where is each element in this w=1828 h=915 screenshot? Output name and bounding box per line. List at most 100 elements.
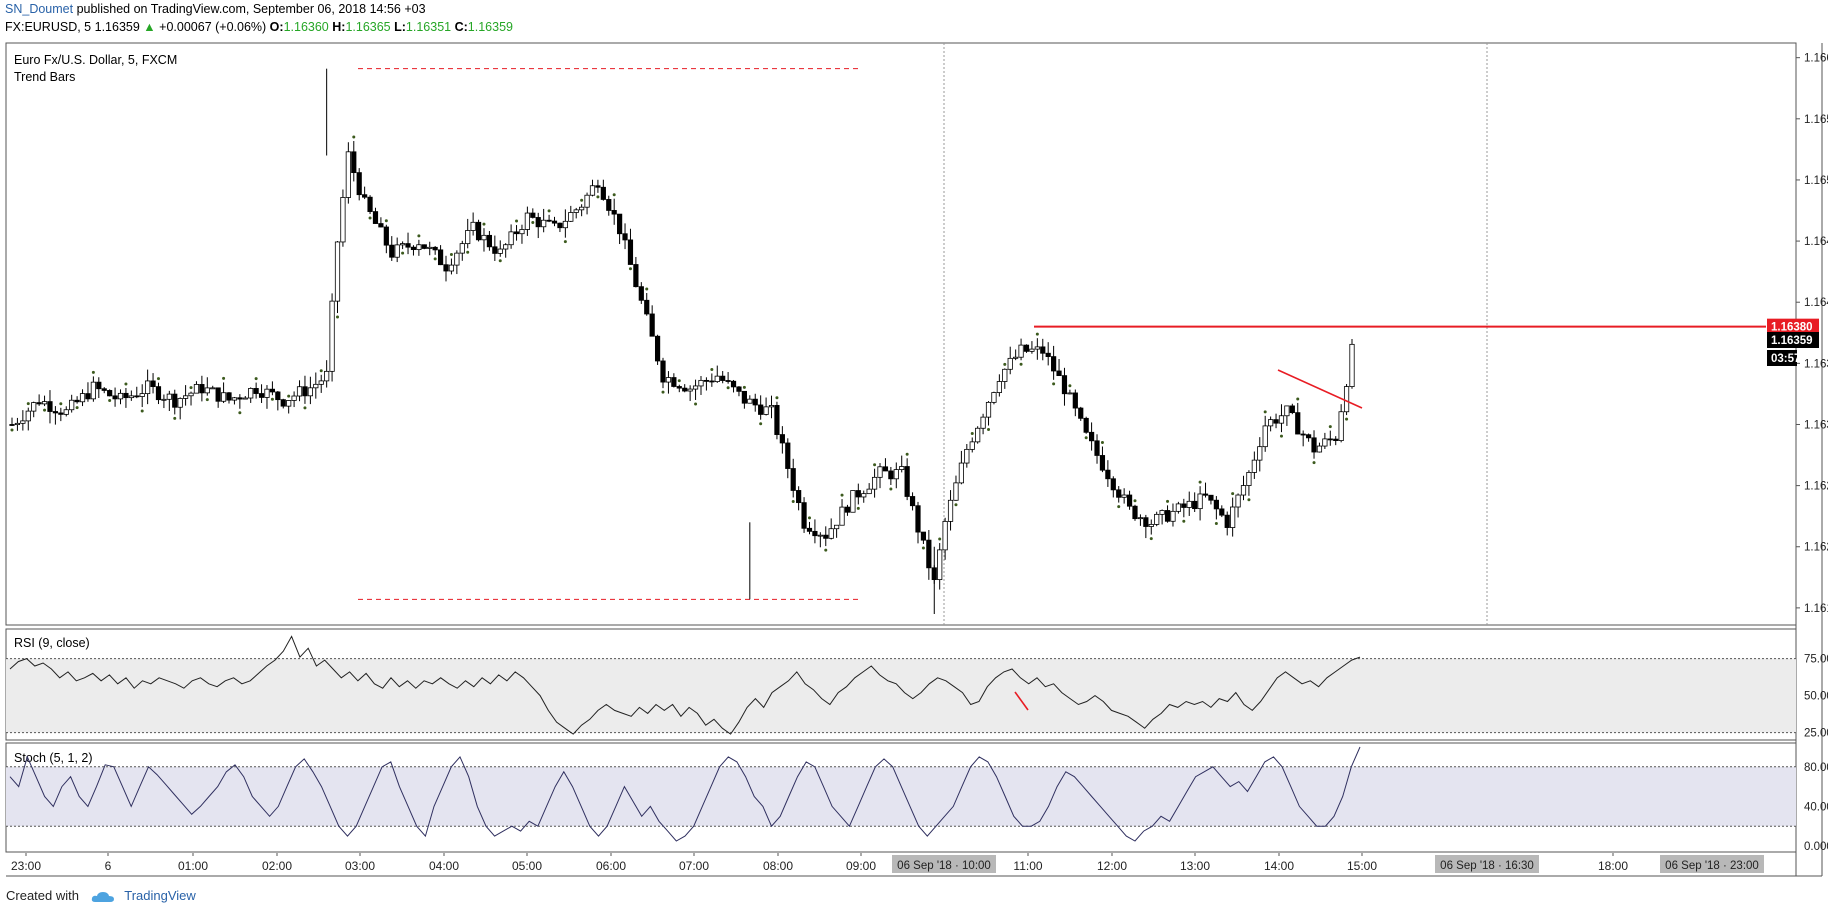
candle-body (1240, 485, 1247, 496)
candle-body (79, 393, 86, 403)
candle-body (817, 534, 823, 537)
trend-dot (466, 250, 470, 254)
trend-dot (726, 386, 730, 390)
trend-dot (1166, 499, 1170, 503)
candle-body (139, 393, 145, 397)
candle-body (486, 234, 493, 248)
candles-group (9, 135, 1355, 590)
author-link[interactable]: SN_Doumet (5, 2, 74, 16)
trend-dot (677, 379, 681, 383)
candle-body (96, 381, 102, 390)
trend-dot (938, 537, 942, 541)
trend-dot (1263, 410, 1267, 414)
x-tick-label: 18:00 (1598, 859, 1628, 873)
candle-body (117, 392, 124, 400)
candle-body (812, 530, 818, 537)
candle-body (1159, 510, 1165, 515)
close-label: C: (454, 20, 468, 34)
candle-body (595, 185, 601, 188)
trend-dot (1296, 397, 1300, 401)
candle-body (1002, 368, 1008, 382)
candle-body (14, 422, 21, 426)
y-tick-label: 1.16500 (1804, 175, 1828, 187)
chart-area[interactable]: 1.16600 1.16550 1.16500 1.16450 1.16400 1.163… (0, 0, 1828, 880)
candle-body (1029, 348, 1035, 352)
candle-body (633, 264, 639, 288)
candle-body (416, 244, 422, 251)
trend-dot (1214, 521, 1218, 525)
candle-body (1116, 489, 1122, 498)
candle-body (682, 387, 688, 392)
candle-body (687, 388, 693, 392)
candle-body (796, 490, 802, 504)
trend-dot (222, 376, 226, 380)
x-tick-label: 14:00 (1264, 859, 1294, 873)
candle-body (1148, 523, 1154, 527)
trend-dot (173, 416, 177, 420)
candle-body (1099, 455, 1106, 471)
candle-body (193, 384, 200, 394)
trend-dot (1003, 362, 1007, 366)
trend-dot (238, 411, 242, 415)
candle-body (1045, 352, 1051, 357)
candle-body (1175, 503, 1181, 512)
x-highlight-box (892, 855, 996, 873)
price-label-box (1767, 318, 1819, 335)
candle-body (665, 377, 672, 383)
trend-dot (417, 234, 421, 238)
candle-body (790, 468, 796, 491)
candle-body (1197, 493, 1203, 510)
trend-dot (710, 367, 714, 371)
candle-body (372, 211, 379, 224)
trend-dot (449, 253, 453, 257)
candle-body (546, 219, 552, 222)
candle-body (579, 206, 585, 211)
x-tick-label: 06:00 (596, 859, 626, 873)
candle-body (421, 244, 427, 249)
candle-body (730, 380, 737, 388)
price-label-box (1767, 332, 1819, 348)
candle-body (844, 506, 851, 513)
trend-dot (1084, 436, 1088, 440)
symbol-info: FX:EURUSD, 5 1.16359 ▲ +0.00067 (+0.06%)… (5, 20, 513, 34)
last-price: 1.16359 (94, 20, 140, 34)
x-highlight-text: 06 Sep '18 · 16:30 (1440, 860, 1534, 872)
candle-body (1289, 405, 1295, 414)
candle-body (834, 524, 840, 530)
candle-body (1327, 438, 1333, 441)
candle-body (204, 387, 210, 394)
candle-body (617, 213, 623, 235)
candle-body (1164, 510, 1171, 522)
y-tick-label: 1.16150 (1804, 603, 1828, 615)
candle-body (497, 248, 503, 254)
stoch-title: Stoch (5, 1, 2) (14, 751, 93, 765)
candle-body (996, 381, 1002, 393)
x-highlight-box (1660, 855, 1764, 873)
candle-body (362, 194, 368, 198)
candle-body (318, 380, 324, 385)
candle-body (1192, 500, 1198, 510)
trend-dot (1182, 519, 1186, 523)
candle-body (622, 233, 628, 241)
candle-body (481, 234, 487, 241)
trend-dot (612, 193, 616, 197)
x-tick-label: 6 (105, 859, 112, 873)
candle-body (280, 399, 286, 407)
trend-dot (59, 402, 63, 406)
tradingview-link[interactable]: TradingView (124, 888, 196, 903)
open-value: 1.16360 (283, 20, 329, 34)
candle-body (725, 380, 731, 382)
trend-dot (628, 267, 632, 271)
candle-body (942, 520, 948, 551)
trend-dot (645, 287, 649, 291)
rsi-divergence-mark (1014, 691, 1029, 711)
candle-body (389, 244, 395, 258)
candle-body (275, 391, 281, 401)
candle-body (1257, 446, 1263, 461)
trend-dot (1068, 384, 1072, 388)
candle-body (1067, 392, 1073, 395)
candle-body (850, 490, 856, 513)
footer: Created with TradingView (6, 888, 196, 904)
candle-body (242, 397, 248, 400)
main-chart-title: Euro Fx/U.S. Dollar, 5, FXCM (14, 53, 177, 67)
